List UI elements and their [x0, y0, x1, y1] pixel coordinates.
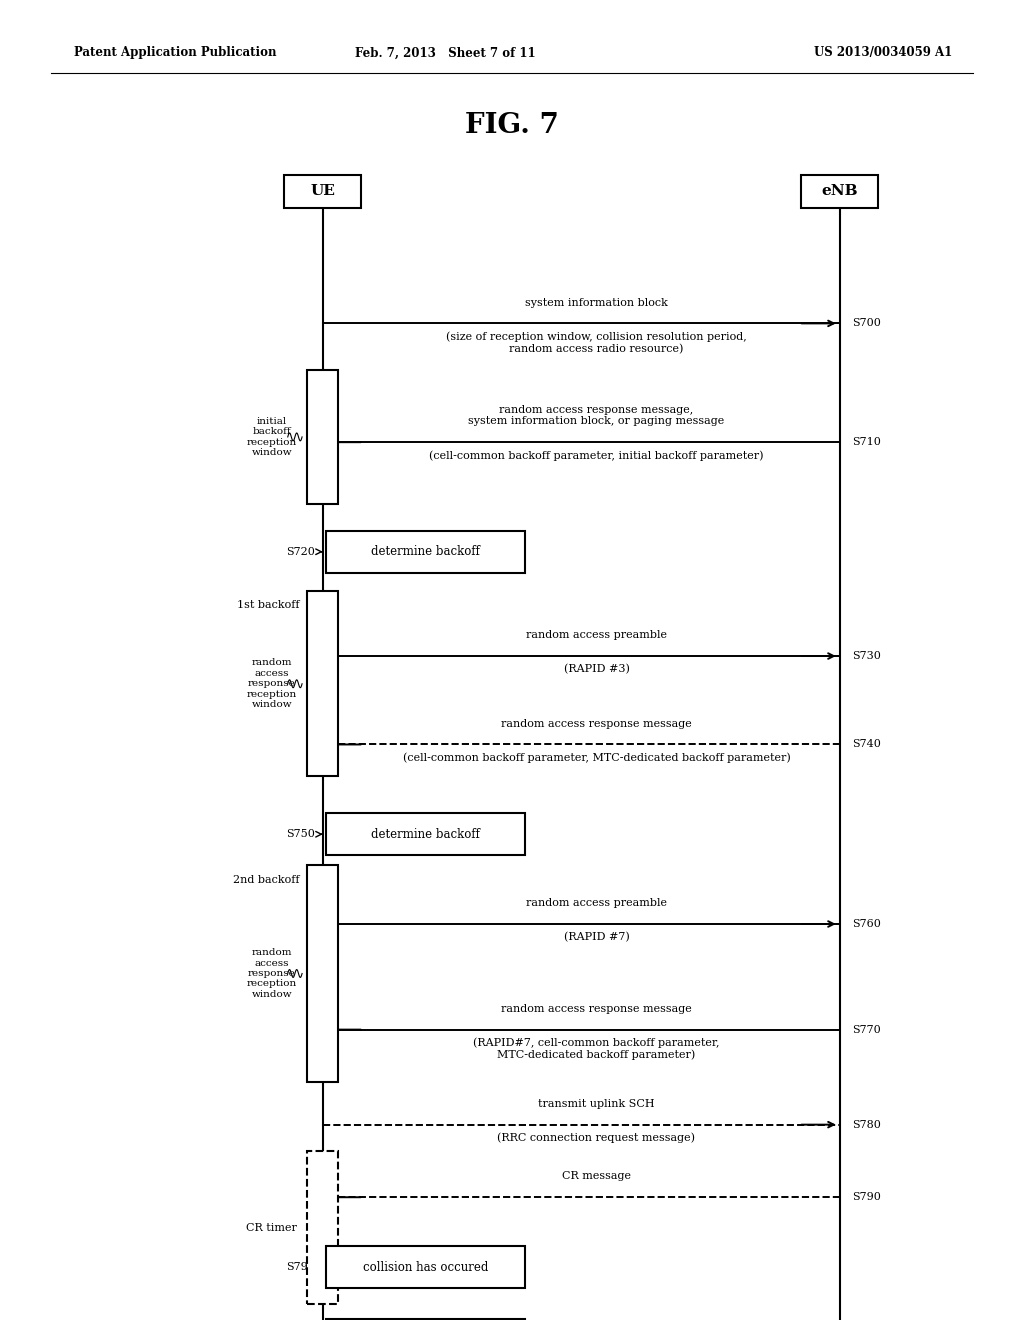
Text: random access preamble: random access preamble: [526, 630, 667, 640]
Text: determine backoff: determine backoff: [371, 828, 480, 841]
Text: FIG. 7: FIG. 7: [465, 112, 559, 139]
Text: random access response message: random access response message: [501, 718, 692, 729]
Text: 1st backoff: 1st backoff: [237, 601, 299, 610]
Text: (RAPID #3): (RAPID #3): [563, 664, 630, 675]
Text: S780: S780: [852, 1119, 881, 1130]
Bar: [326, 1319, 525, 1320]
Bar: [801, 174, 878, 207]
Text: (cell-common backoff parameter, initial backoff parameter): (cell-common backoff parameter, initial …: [429, 450, 764, 461]
Text: (size of reception window, collision resolution period,
random access radio reso: (size of reception window, collision res…: [446, 331, 746, 354]
Bar: [326, 531, 525, 573]
Text: (RAPID #7): (RAPID #7): [563, 932, 630, 942]
Text: S750: S750: [287, 829, 315, 840]
Text: S700: S700: [852, 318, 881, 329]
Text: Feb. 7, 2013   Sheet 7 of 11: Feb. 7, 2013 Sheet 7 of 11: [355, 46, 536, 59]
Bar: [307, 370, 338, 504]
Text: initial
backoff
reception
window: initial backoff reception window: [247, 417, 297, 457]
Bar: [307, 1151, 338, 1304]
Bar: [285, 174, 361, 207]
Text: S790: S790: [852, 1192, 881, 1203]
Text: (RRC connection request message): (RRC connection request message): [498, 1133, 695, 1143]
Text: random
access
response
reception
window: random access response reception window: [247, 659, 297, 709]
Text: S770: S770: [852, 1024, 881, 1035]
Text: transmit uplink SCH: transmit uplink SCH: [539, 1098, 654, 1109]
Text: (cell-common backoff parameter, MTC-dedicated backoff parameter): (cell-common backoff parameter, MTC-dedi…: [402, 752, 791, 763]
Text: CR timer: CR timer: [246, 1222, 297, 1233]
Text: S790: S790: [287, 1262, 315, 1272]
Text: S720: S720: [287, 546, 315, 557]
Text: 2nd backoff: 2nd backoff: [232, 875, 299, 886]
Text: S710: S710: [852, 437, 881, 447]
Text: system information block: system information block: [525, 297, 668, 308]
Text: collision has occured: collision has occured: [362, 1261, 488, 1274]
Bar: [307, 591, 338, 776]
Text: UE: UE: [310, 185, 335, 198]
Text: eNB: eNB: [821, 185, 858, 198]
Text: Patent Application Publication: Patent Application Publication: [74, 46, 276, 59]
Text: random access response message: random access response message: [501, 1003, 692, 1014]
Text: S760: S760: [852, 919, 881, 929]
Bar: [326, 813, 525, 855]
Text: (RAPID#7, cell-common backoff parameter,
MTC-dedicated backoff parameter): (RAPID#7, cell-common backoff parameter,…: [473, 1038, 720, 1060]
Text: random
access
response
reception
window: random access response reception window: [247, 948, 297, 999]
Text: S740: S740: [852, 739, 881, 750]
Text: determine backoff: determine backoff: [371, 545, 480, 558]
Bar: [326, 1246, 525, 1288]
Text: random access preamble: random access preamble: [526, 898, 667, 908]
Text: US 2013/0034059 A1: US 2013/0034059 A1: [814, 46, 952, 59]
Bar: [307, 865, 338, 1082]
Text: random access response message,
system information block, or paging message: random access response message, system i…: [468, 405, 725, 426]
Text: S730: S730: [852, 651, 881, 661]
Text: CR message: CR message: [562, 1171, 631, 1181]
